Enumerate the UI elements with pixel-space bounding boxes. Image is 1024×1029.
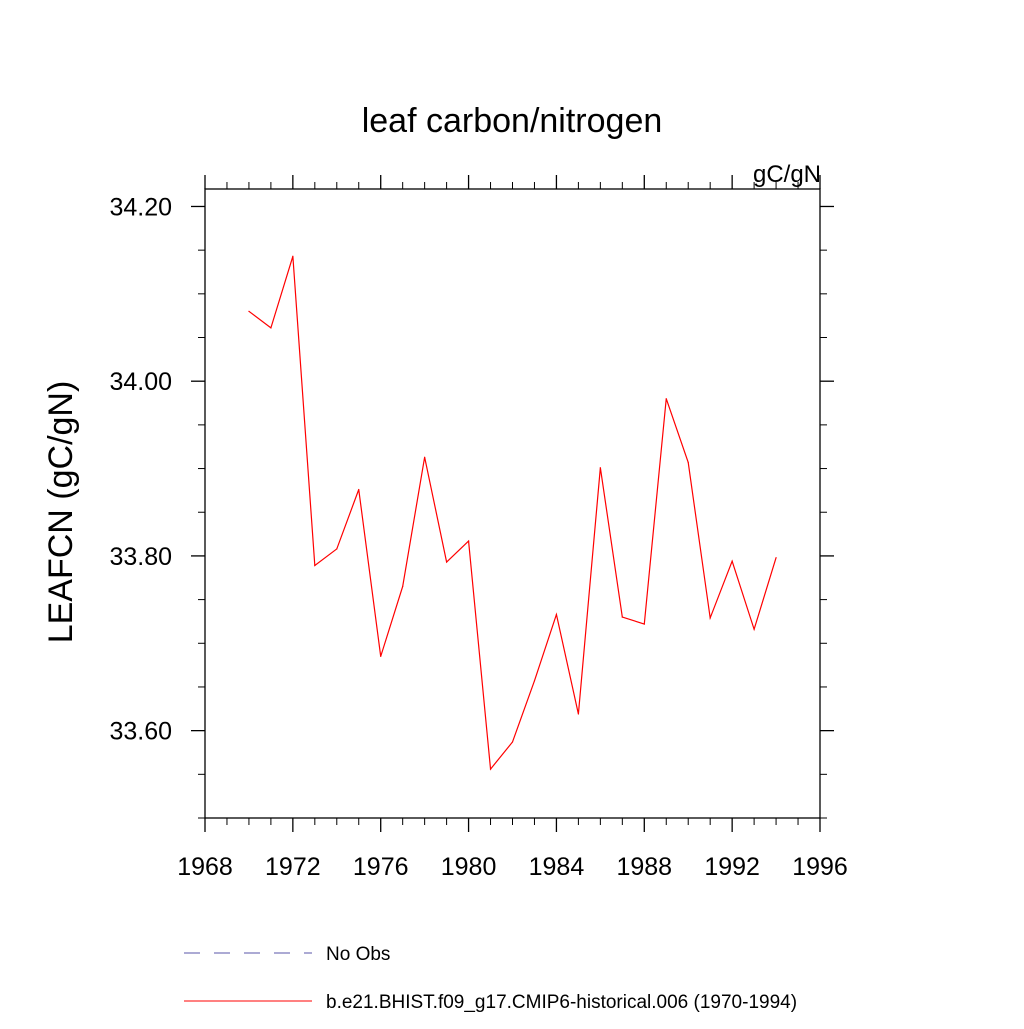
data-point (467, 540, 470, 542)
data-point (402, 585, 404, 588)
data-point (358, 488, 360, 491)
y-axis-label: LEAFCN (gC/gN) (42, 381, 80, 644)
data-point (292, 255, 294, 257)
x-tick-label: 1980 (441, 853, 497, 881)
data-point (533, 680, 536, 682)
series-layer (248, 255, 777, 771)
chart-title: leaf carbon/nitrogen (362, 102, 663, 140)
x-tick-label: 1988 (616, 853, 672, 881)
axes-layer: 1968 1972 1976 1980 1984 1988 1992 1996 33.60 33.… (109, 175, 848, 881)
plot-frame (204, 188, 821, 819)
x-tick-label: 1972 (265, 853, 321, 881)
data-point (336, 548, 338, 550)
data-point (380, 655, 382, 657)
data-point (665, 398, 667, 400)
x-tick-label: 1992 (704, 853, 760, 881)
legend-label: b.e21.BHIST.f09_g17.CMIP6-historical.006… (326, 992, 797, 1013)
y-tick-label: 34.00 (109, 368, 172, 396)
series-line (248, 256, 777, 771)
data-point (687, 461, 689, 464)
data-point (621, 616, 623, 618)
y-tick-label: 34.20 (109, 193, 172, 221)
y-tick-label: 33.80 (109, 543, 172, 571)
data-point (753, 628, 755, 630)
units-label: gC/gN (753, 161, 821, 188)
x-tick-label: 1984 (529, 853, 585, 881)
data-point (270, 327, 272, 329)
data-point (424, 456, 426, 458)
data-point (489, 768, 492, 770)
data-point (248, 310, 250, 312)
x-tick-label: 1996 (792, 853, 848, 881)
x-tick-label: 1968 (177, 853, 233, 881)
data-point (511, 741, 514, 743)
y-tick-label: 33.60 (109, 718, 172, 746)
data-point (599, 467, 601, 469)
data-point (709, 617, 711, 619)
data-point (775, 557, 777, 559)
x-tick-label: 1976 (353, 853, 409, 881)
legend: No Obs b.e21.BHIST.f09_g17.CMIP6-historic… (184, 944, 797, 1013)
data-point (577, 713, 579, 715)
data-point (314, 564, 316, 567)
data-point (643, 623, 645, 625)
legend-label: No Obs (326, 944, 390, 965)
data-point (731, 560, 733, 562)
data-point (555, 613, 558, 616)
data-point (446, 561, 448, 563)
